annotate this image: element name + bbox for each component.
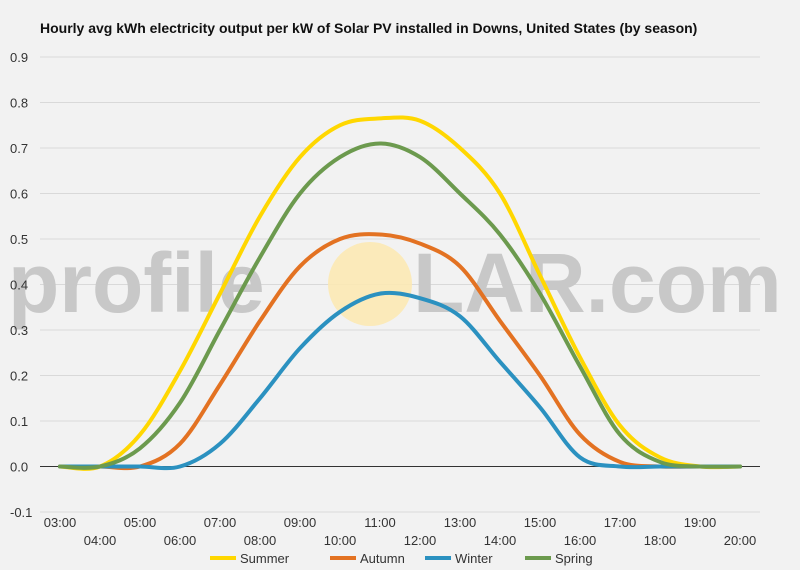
x-tick-label: 11:00 — [364, 515, 396, 530]
x-tick-label: 04:00 — [84, 533, 117, 548]
x-tick-label: 14:00 — [484, 533, 517, 548]
watermark: profile LAR.com — [8, 236, 782, 330]
x-tick-label: 10:00 — [324, 533, 357, 548]
x-tick-label: 19:00 — [684, 515, 717, 530]
y-tick-label: 0.1 — [10, 414, 28, 429]
series-lines — [58, 115, 742, 471]
y-tick-label: 0.9 — [10, 50, 28, 65]
legend-label-summer: Summer — [240, 551, 290, 566]
chart-title: Hourly avg kWh electricity output per kW… — [40, 20, 697, 36]
series-line-spring — [58, 141, 742, 470]
x-tick-label: 18:00 — [644, 533, 677, 548]
y-tick-label: 0.6 — [10, 187, 28, 202]
x-tick-label: 09:00 — [284, 515, 317, 530]
legend: Summer Autumn Winter Spring — [210, 551, 593, 566]
x-tick-label: 16:00 — [564, 533, 597, 548]
series-line-autumn — [58, 232, 742, 471]
x-tick-label: 20:00 — [724, 533, 757, 548]
y-tick-label: 0.0 — [10, 460, 28, 475]
x-tick-label: 15:00 — [524, 515, 557, 530]
x-tick-label: 06:00 — [164, 533, 197, 548]
legend-label-winter: Winter — [455, 551, 493, 566]
x-tick-label: 07:00 — [204, 515, 237, 530]
y-tick-label: 0.5 — [10, 232, 28, 247]
y-tick-label: 0.3 — [10, 323, 28, 338]
series-line-winter — [58, 290, 742, 471]
y-tick-label: 0.4 — [10, 278, 28, 293]
series-line-summer — [58, 115, 742, 471]
x-tick-label: 05:00 — [124, 515, 157, 530]
x-tick-label: 08:00 — [244, 533, 277, 548]
legend-label-autumn: Autumn — [360, 551, 405, 566]
x-tick-label: 12:00 — [404, 533, 437, 548]
watermark-text-left: profile — [8, 236, 265, 330]
x-tick-label: 17:00 — [604, 515, 637, 530]
watermark-text-right: LAR.com — [413, 236, 782, 330]
y-tick-label: -0.1 — [10, 505, 32, 520]
y-tick-label: 0.7 — [10, 141, 28, 156]
legend-label-spring: Spring — [555, 551, 593, 566]
y-tick-label: 0.8 — [10, 96, 28, 111]
y-tick-label: 0.2 — [10, 369, 28, 384]
x-tick-label: 03:00 — [44, 515, 77, 530]
x-tick-label: 13:00 — [444, 515, 477, 530]
